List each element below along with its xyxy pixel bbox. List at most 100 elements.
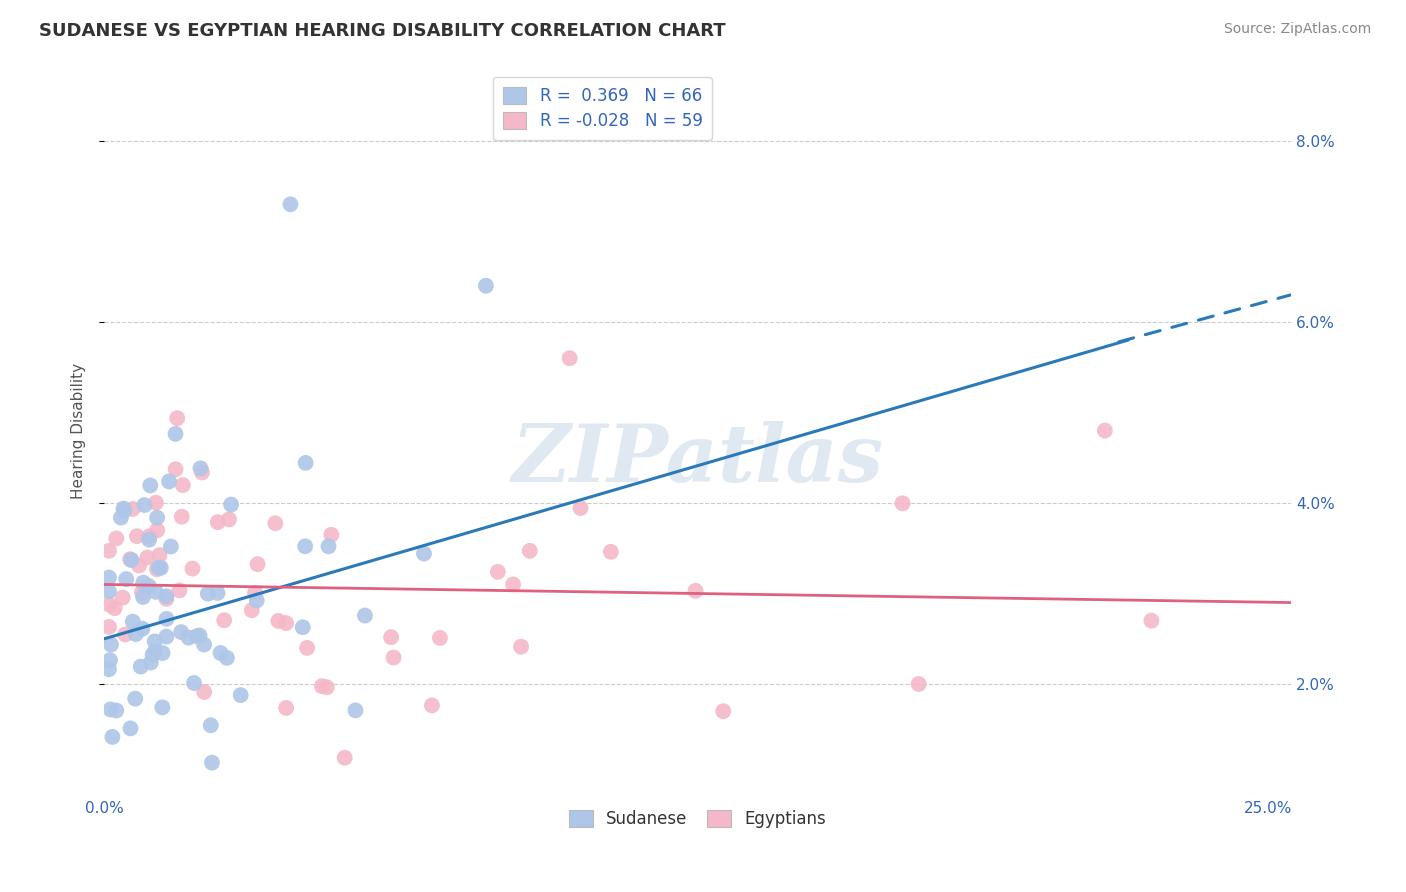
Point <box>219 498 242 512</box>
Point <box>181 561 204 575</box>
Point <box>114 627 136 641</box>
Point <box>183 676 205 690</box>
Point <box>209 646 232 660</box>
Point <box>229 688 252 702</box>
Point <box>132 575 155 590</box>
Point <box>240 603 263 617</box>
Point <box>294 539 316 553</box>
Point <box>115 572 138 586</box>
Point <box>246 557 269 571</box>
Point <box>1094 424 1116 438</box>
Point <box>420 698 443 713</box>
Point <box>155 591 177 606</box>
Point <box>139 478 162 492</box>
Point <box>138 529 160 543</box>
Point <box>429 631 451 645</box>
Point <box>112 501 135 516</box>
Point <box>150 700 173 714</box>
Point <box>510 640 533 654</box>
Point <box>321 528 343 542</box>
Point <box>155 630 177 644</box>
Point <box>143 645 166 659</box>
Point <box>145 496 167 510</box>
Point <box>120 553 142 567</box>
Point <box>97 584 120 599</box>
Point <box>333 750 356 764</box>
Point <box>891 496 914 510</box>
Point <box>145 585 167 599</box>
Point <box>318 539 340 553</box>
Point <box>97 620 120 634</box>
Point <box>143 634 166 648</box>
Point <box>165 426 187 441</box>
Point <box>112 503 135 517</box>
Point <box>146 510 169 524</box>
Point <box>146 562 169 576</box>
Point <box>177 631 200 645</box>
Point <box>160 540 183 554</box>
Point <box>97 662 120 676</box>
Point <box>157 475 180 489</box>
Y-axis label: Hearing Disability: Hearing Disability <box>72 362 86 499</box>
Point <box>201 756 224 770</box>
Point <box>97 543 120 558</box>
Point <box>169 583 191 598</box>
Point <box>267 614 290 628</box>
Point <box>131 585 153 599</box>
Point <box>97 570 120 584</box>
Point <box>907 677 929 691</box>
Text: Source: ZipAtlas.com: Source: ZipAtlas.com <box>1223 22 1371 37</box>
Point <box>354 608 377 623</box>
Point <box>599 545 621 559</box>
Point <box>125 627 148 641</box>
Point <box>569 501 592 516</box>
Point <box>129 659 152 673</box>
Text: SUDANESE VS EGYPTIAN HEARING DISABILITY CORRELATION CHART: SUDANESE VS EGYPTIAN HEARING DISABILITY … <box>39 22 725 40</box>
Point <box>138 579 160 593</box>
Point <box>165 462 187 476</box>
Point <box>149 560 172 574</box>
Point <box>218 512 240 526</box>
Point <box>155 589 177 603</box>
Point <box>148 548 170 562</box>
Point <box>280 197 302 211</box>
Point <box>502 577 524 591</box>
Point <box>121 502 143 516</box>
Point <box>121 615 143 629</box>
Point <box>110 510 132 524</box>
Point <box>98 598 121 612</box>
Point <box>311 679 333 693</box>
Point <box>104 601 127 615</box>
Point <box>276 701 298 715</box>
Point <box>134 498 156 512</box>
Point <box>170 625 193 640</box>
Point <box>295 640 318 655</box>
Point <box>382 650 405 665</box>
Point <box>291 620 314 634</box>
Point <box>558 351 581 366</box>
Point <box>142 648 165 662</box>
Legend: Sudanese, Egyptians: Sudanese, Egyptians <box>562 804 832 835</box>
Point <box>105 532 128 546</box>
Point <box>101 730 124 744</box>
Text: ZIPatlas: ZIPatlas <box>512 421 884 499</box>
Point <box>380 630 402 644</box>
Point <box>98 653 121 667</box>
Point <box>166 411 188 425</box>
Point <box>120 552 142 566</box>
Point <box>146 523 169 537</box>
Point <box>274 616 297 631</box>
Point <box>100 702 122 716</box>
Point <box>486 565 509 579</box>
Point <box>193 685 215 699</box>
Point <box>105 704 128 718</box>
Point <box>193 638 215 652</box>
Point <box>264 516 287 531</box>
Point <box>200 718 222 732</box>
Point <box>131 622 153 636</box>
Point <box>413 547 436 561</box>
Point <box>111 591 134 605</box>
Point <box>186 629 208 643</box>
Point <box>475 278 498 293</box>
Point <box>344 703 367 717</box>
